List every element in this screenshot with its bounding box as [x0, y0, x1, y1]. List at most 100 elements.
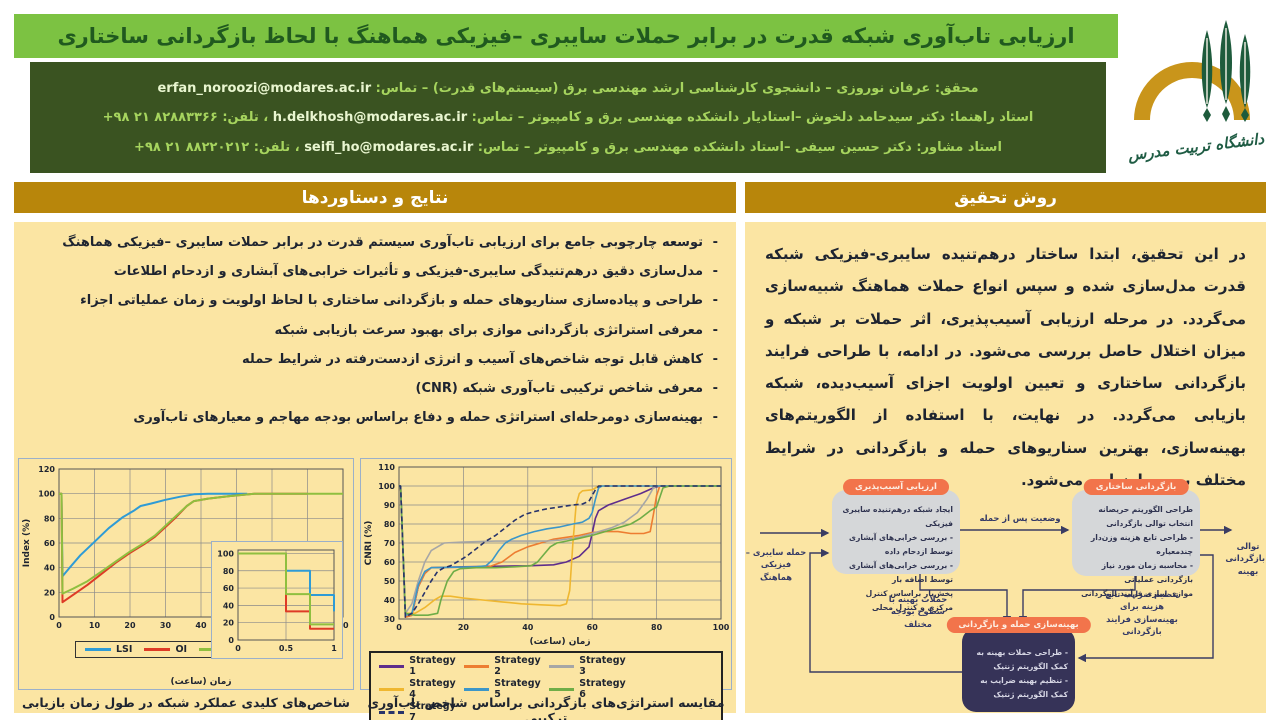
- flow-box-optimization: بهینه‌سازی حمله و بازگردانی - طراحی حملا…: [946, 617, 1091, 712]
- result-bullet-item: معرفی شاخص ترکیبی تاب‌آوری شبکه (CNR): [26, 380, 718, 398]
- svg-text:20: 20: [124, 621, 136, 630]
- svg-text:0: 0: [49, 613, 55, 622]
- legend-line-swatch: [379, 710, 405, 714]
- svg-text:40: 40: [44, 564, 56, 573]
- result-bullet-item: توسعه چارچوبی جامع برای ارزیابی تاب‌آوری…: [26, 234, 718, 252]
- chart1-caption: شاخص‌های کلیدی عملکرد شبکه در طول زمان ب…: [22, 695, 350, 710]
- legend-item: Strategy 5: [464, 678, 549, 700]
- svg-text:100: 100: [378, 482, 395, 491]
- legend-item: Strategy 3: [549, 655, 634, 677]
- legend-item: Strategy 6: [549, 678, 634, 700]
- contact-role-text: استاد مشاور: دکتر حسین سیفی –استاد دانشک…: [473, 139, 1002, 155]
- svg-text:100: 100: [217, 549, 234, 558]
- flow-box-line: - بررسی خرابی‌های آبشاری توسط اضافه بار: [849, 561, 953, 585]
- result-bullet-item: کاهش قابل توجه شاخص‌های آسیب و انرژی ازد…: [26, 351, 718, 369]
- legend-line-swatch: [549, 687, 575, 691]
- flow-left-feedback-label: حملات بهینه با سطوح بودجه مختلف: [888, 594, 948, 629]
- flow-box-vulnerability-lines: ایجاد شبکه درهم‌تنیده سایبری فیزیکی - برر…: [839, 503, 953, 615]
- svg-text:60: 60: [384, 558, 396, 567]
- contact-phone-label: ، تلفن:: [217, 110, 273, 125]
- phone-number: +۹۸ ۲۱ ۸۸۲۲۰۲۱۲: [134, 139, 250, 155]
- contact-line: استاد مشاور: دکتر حسین سیفی –استاد دانشک…: [30, 140, 1106, 155]
- svg-text:1: 1: [331, 644, 337, 653]
- flow-box-restoration-lines: طراحی الگوریتم حریصانه انتخاب توالی بازگ…: [1079, 503, 1193, 601]
- poster-title-bar: ارزیابی تاب‌آوری شبکه قدرت در برابر حملا…: [14, 14, 1118, 58]
- legend-line-swatch: [464, 664, 490, 668]
- svg-text:80: 80: [223, 567, 235, 576]
- svg-text:0: 0: [396, 623, 402, 632]
- flow-box-line: - طراحی حملات بهینه به کمک الگوریتم ژنتی…: [976, 648, 1068, 672]
- legend-item: Strategy 2: [464, 655, 549, 677]
- flow-after-attack-label: وضعیت پس از حمله: [979, 513, 1061, 523]
- legend-line-swatch: [85, 648, 111, 651]
- svg-text:80: 80: [44, 514, 56, 523]
- flow-output-label: توالی بازگردانی بهینه: [1225, 541, 1265, 576]
- svg-text:زمان (ساعت): زمان (ساعت): [529, 637, 590, 647]
- flow-box-line: - محاسبه زمان مورد نیاز بازگردانی عملیات…: [1101, 561, 1193, 585]
- svg-text:60: 60: [587, 623, 599, 632]
- svg-text:60: 60: [223, 584, 235, 593]
- svg-text:20: 20: [223, 619, 235, 628]
- svg-text:40: 40: [384, 596, 396, 605]
- legend-item: Strategy 7: [379, 701, 464, 720]
- legend-label: LSI: [116, 644, 133, 655]
- legend-item: Strategy 4: [379, 678, 464, 700]
- performance-indices-plot: 01020304050607080020406080100120زمان (سا…: [22, 465, 349, 687]
- strategy-comparison-plot: 0 20 40 60 80 100 30 40 50 60 70 80 90 100 110 زمان (سا…: [364, 463, 730, 647]
- svg-text:20: 20: [458, 623, 470, 632]
- svg-text:120: 120: [38, 465, 55, 474]
- flow-box-restoration-title: بازگردانی ساختاری: [1083, 479, 1189, 495]
- svg-text:30: 30: [160, 621, 172, 630]
- legend-label: Strategy 5: [494, 678, 541, 700]
- university-logo-graphic: [1134, 20, 1251, 122]
- svg-text:90: 90: [384, 501, 396, 510]
- contact-phone-label: ، تلفن:: [249, 139, 305, 155]
- svg-text:40: 40: [223, 601, 235, 610]
- svg-text:10: 10: [89, 621, 101, 630]
- svg-text:20: 20: [44, 588, 56, 597]
- section-header-method: روش تحقیق: [745, 182, 1266, 213]
- flow-box-line: طراحی الگوریتم حریصانه انتخاب توالی بازگ…: [1098, 505, 1193, 529]
- svg-text:0: 0: [56, 621, 62, 630]
- results-bullet-list: توسعه چارچوبی جامع برای ارزیابی تاب‌آوری…: [14, 222, 736, 428]
- legend-line-swatch: [144, 648, 171, 651]
- svg-text:CNRI (%): CNRI (%): [364, 521, 374, 566]
- svg-text:Index (%): Index (%): [22, 519, 32, 568]
- flow-box-structural-restoration: بازگردانی ساختاری طراحی الگوریتم حریصانه…: [1072, 479, 1200, 598]
- legend-label: Strategy 7: [409, 701, 456, 720]
- flow-box-line: پخش‌بار براساس کنترل مرکزی و کنترل محلی: [865, 589, 953, 613]
- svg-text:80: 80: [337, 621, 349, 630]
- university-logo: دانشگاه تربیت مدرس: [1122, 8, 1270, 176]
- flow-box-line: - طراحی تابع هزینه وزن‌دار چندمعیاره: [1090, 533, 1193, 557]
- chart1-inset: 0 0.5 1 0 20 40 60 80 100: [211, 541, 343, 659]
- svg-text:110: 110: [378, 463, 395, 472]
- chart-performance-indices: 01020304050607080020406080100120زمان (سا…: [18, 458, 354, 690]
- result-bullet-item: مدل‌سازی دقیق درهم‌تنیدگی سایبری-فیزیکی …: [26, 263, 718, 281]
- svg-text:30: 30: [384, 615, 396, 624]
- contact-line: استاد راهنما: دکتر سیدحامد دلخوش –استادی…: [30, 110, 1106, 125]
- legend-item: LSI: [85, 644, 132, 655]
- phone-number: +۹۸ ۲۱ ۸۲۸۸۳۳۶۶: [102, 110, 218, 125]
- svg-text:70: 70: [384, 539, 396, 548]
- flow-box-line: ایجاد شبکه درهم‌تنیده سایبری فیزیکی: [842, 505, 953, 529]
- legend-item: OI: [144, 644, 187, 655]
- result-bullet-item: طراحی و پیاده‌سازی سناریوهای حمله و بازگ…: [26, 292, 718, 310]
- svg-text:40: 40: [522, 623, 534, 632]
- contact-box: محقق: عرفان نوروزی – دانشجوی کارشناسی ار…: [30, 62, 1106, 173]
- svg-text:100: 100: [713, 623, 730, 632]
- flow-box-optimization-lines: - طراحی حملات بهینه به کمک الگوریتم ژنتی…: [969, 646, 1068, 702]
- svg-text:100: 100: [38, 490, 55, 499]
- flow-box-optimization-title: بهینه‌سازی حمله و بازگردانی: [946, 617, 1091, 633]
- chart-strategy-comparison: 0 20 40 60 80 100 30 40 50 60 70 80 90 100 110 زمان (سا…: [360, 458, 732, 720]
- svg-text:80: 80: [651, 623, 663, 632]
- legend-label: Strategy 6: [579, 678, 626, 700]
- first-hour-inset-plot: 0 0.5 1 0 20 40 60 80 100: [217, 549, 337, 653]
- svg-text:60: 60: [44, 539, 56, 548]
- flow-box-vulnerability-assessment: ارزیابی آسیب‌پذیری ایجاد شبکه درهم‌تنیده…: [832, 479, 960, 612]
- method-flowchart: حمله سایبری – فیزیکی هماهنگ وضعیت پس از …: [745, 460, 1266, 713]
- svg-text:0.5: 0.5: [279, 644, 294, 653]
- flowchart-connectors: [760, 525, 1233, 673]
- legend-line-swatch: [464, 687, 490, 691]
- contact-role-text: استاد راهنما: دکتر سیدحامد دلخوش –استادی…: [467, 110, 1034, 125]
- svg-text:80: 80: [384, 520, 396, 529]
